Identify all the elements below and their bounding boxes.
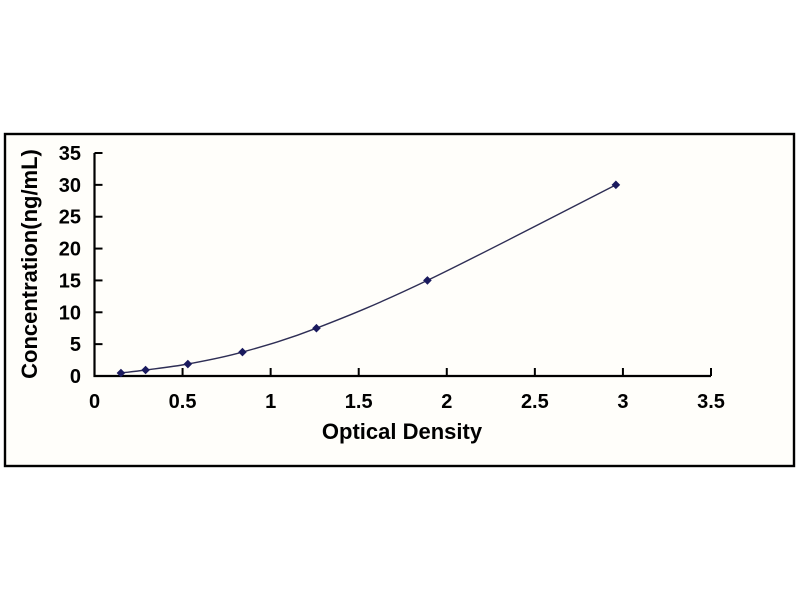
x-tick-label: 0.5 (169, 391, 197, 413)
y-tick-label: 10 (59, 302, 81, 324)
data-point-marker (312, 323, 321, 333)
x-axis-title: Optical Density (322, 419, 483, 444)
y-tick-label: 30 (59, 175, 81, 197)
y-tick-label: 15 (59, 270, 81, 292)
data-point-marker (238, 347, 247, 357)
x-tick-label: 2 (441, 391, 452, 413)
x-axis-tick-labels: 0 0.5 1 1.5 2 2.5 3 3.5 (89, 391, 725, 413)
data-point-marker (141, 365, 150, 375)
y-tick-label: 25 (59, 207, 81, 229)
y-axis-tick-labels: 0 5 10 15 20 25 30 35 (59, 143, 81, 388)
y-tick-label: 5 (70, 334, 81, 356)
data-point-marker (423, 276, 432, 285)
x-axis-ticks (93, 368, 712, 376)
data-point-marker (183, 359, 193, 369)
x-tick-label: 3.5 (697, 391, 725, 413)
data-point-marker (116, 368, 126, 378)
x-tick-label: 1.5 (345, 391, 373, 413)
x-tick-label: 2.5 (521, 391, 549, 413)
y-tick-label: 0 (70, 366, 81, 388)
y-axis-title: Concentration(ng/mL) (17, 149, 42, 379)
x-tick-label: 1 (265, 391, 276, 413)
y-tick-label: 35 (59, 143, 81, 165)
y-tick-label: 20 (59, 239, 81, 261)
chart-frame (3, 132, 796, 468)
data-point-markers (116, 180, 621, 378)
data-point-marker (611, 180, 621, 190)
x-tick-label: 3 (617, 391, 628, 413)
x-tick-label: 0 (89, 391, 100, 413)
